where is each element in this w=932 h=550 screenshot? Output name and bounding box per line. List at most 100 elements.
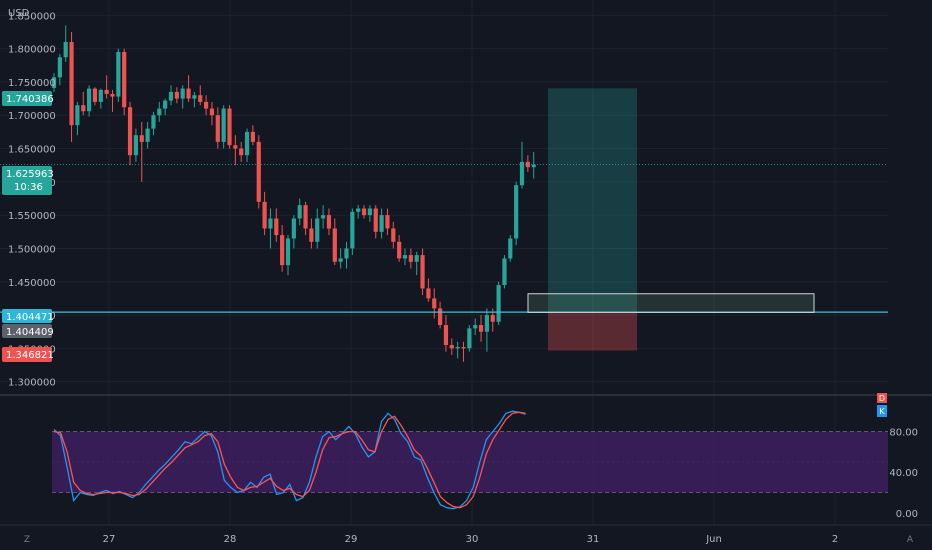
legend-k-badge[interactable] — [877, 405, 887, 417]
candle-body — [519, 161, 525, 186]
price-range-box[interactable] — [527, 293, 815, 313]
auto-scale-corner-icon[interactable]: A — [907, 535, 914, 545]
candle-body — [514, 185, 519, 239]
price-tick-label: 1.800000 — [8, 45, 56, 56]
candle-body — [449, 345, 454, 349]
candle-body — [180, 88, 185, 99]
price-tick-label: 1.450000 — [8, 278, 56, 289]
candle-body — [391, 228, 396, 242]
candle-body — [461, 347, 466, 349]
candle-body — [51, 77, 57, 88]
candle-body — [233, 145, 238, 149]
candle-body — [490, 315, 495, 322]
candle-body — [215, 115, 220, 142]
candle-body — [250, 131, 255, 142]
candle-body — [110, 93, 115, 97]
time-axis[interactable]: 27 28 29 30 31 Jun 2 — [103, 534, 839, 545]
oscillator-tick-label: 0.00 — [896, 509, 918, 520]
candle-body — [385, 215, 390, 229]
candle-body — [145, 128, 150, 142]
price-tick-label: 1.650000 — [8, 145, 56, 156]
candle-body — [502, 258, 507, 286]
time-tick-label: Jun — [705, 534, 722, 545]
stoch-k-line — [53, 410, 526, 510]
position-profit-zone[interactable] — [548, 88, 637, 313]
price-tick-label: 1.750000 — [8, 78, 56, 89]
candle-body — [139, 135, 144, 142]
candle-body — [373, 208, 378, 232]
candle-body — [443, 325, 449, 346]
candle-body — [157, 108, 162, 116]
position-loss-zone[interactable] — [548, 312, 637, 351]
time-tick-label: 31 — [587, 534, 600, 545]
candle-body — [209, 108, 215, 116]
candle-body — [81, 105, 86, 112]
candle-body — [163, 100, 168, 109]
candle-body — [303, 205, 308, 229]
timezone-corner-icon[interactable]: Z — [24, 535, 30, 545]
candle-body — [420, 255, 425, 289]
last-price-tag — [2, 166, 52, 195]
stoch-d-line — [53, 411, 526, 509]
legend-d-badge[interactable] — [877, 393, 887, 403]
candle-body — [127, 107, 133, 156]
candle-body — [414, 255, 419, 262]
candle-body — [467, 328, 472, 349]
price-tick-label: 1.700000 — [8, 111, 56, 122]
position-tool[interactable] — [548, 88, 637, 351]
candle-body — [484, 315, 489, 332]
candle-body — [438, 308, 443, 326]
candle-body — [221, 108, 226, 142]
time-tick-label: 2 — [832, 534, 838, 545]
candle-body — [280, 235, 285, 266]
candle-body — [309, 228, 314, 242]
candle-body — [122, 51, 127, 108]
candle-body — [426, 288, 431, 299]
candle-body — [151, 115, 156, 129]
price-tags: 1.740386 1.625963 10:36 1.404471 1.404409 1.3… — [2, 91, 54, 362]
candle-body — [227, 108, 232, 146]
candle-body — [379, 215, 384, 232]
candle-body — [508, 238, 513, 259]
candle-body — [408, 255, 413, 262]
candle-body — [262, 201, 267, 229]
candle-body — [57, 57, 62, 78]
candlestick-series — [51, 25, 536, 362]
last-price-value: 1.625963 — [6, 169, 54, 180]
price-tick-label: 1.850000 — [8, 11, 56, 22]
candle-body — [361, 208, 367, 216]
legend-k-label: K — [879, 407, 885, 416]
time-tick-label: 30 — [466, 534, 479, 545]
price-tick-label: 1.500000 — [8, 244, 56, 255]
candle-body — [198, 95, 203, 102]
level-price-tag-secondary-text: 1.404409 — [6, 327, 54, 338]
target-price-tag-text: 1.740386 — [6, 94, 54, 105]
candle-body — [478, 325, 484, 332]
candle-body — [326, 215, 332, 229]
time-tick-label: 28 — [224, 534, 237, 545]
candle-body — [321, 215, 326, 219]
candle-body — [63, 41, 68, 58]
candle-body — [291, 218, 296, 239]
candle-body — [239, 148, 244, 156]
candle-body — [285, 238, 291, 266]
time-tick-label: 29 — [345, 534, 358, 545]
candle-body — [332, 228, 337, 262]
candle-body — [75, 105, 80, 126]
stochastic-rsi-lines — [53, 410, 526, 510]
candle-body — [98, 89, 103, 102]
candle-body — [496, 285, 501, 322]
candle-body — [69, 41, 74, 126]
candle-body — [297, 205, 302, 219]
level-price-tag-text: 1.404471 — [6, 312, 54, 323]
candle-body — [268, 218, 273, 229]
candle-body — [116, 51, 121, 97]
level-price-tag-secondary — [2, 324, 52, 338]
candle-body — [315, 218, 320, 242]
stop-price-tag-text: 1.346821 — [6, 350, 54, 361]
candle-body — [338, 258, 343, 262]
candle-body — [397, 241, 402, 259]
price-tick-label: 1.550000 — [8, 211, 56, 222]
candle-body — [186, 88, 191, 99]
